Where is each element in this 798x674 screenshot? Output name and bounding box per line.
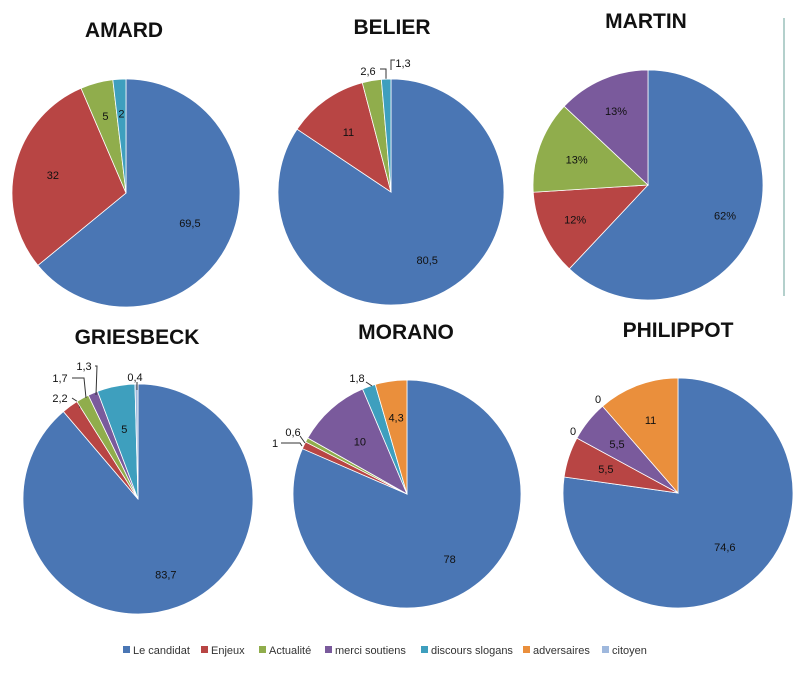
legend-item-adversaires: adversaires <box>523 645 590 657</box>
data-label: 1,7 <box>52 373 67 385</box>
data-label: 1,8 <box>349 373 364 385</box>
legend-swatch <box>523 646 530 653</box>
legend-item-enjeux: Enjeux <box>201 645 245 657</box>
legend-item-citoyen: citoyen <box>602 645 647 657</box>
pie-chart-morano: MORANO 78 1 0,6 10 1,8 4,3 <box>272 321 522 609</box>
legend-item-actualite: Actualité <box>259 645 311 657</box>
data-label: 13% <box>605 106 627 118</box>
pie-slice-adversaires <box>374 379 408 495</box>
pie-chart-amard: AMARD 69,5 32 5 2 <box>11 19 241 308</box>
data-label: 74,6 <box>714 542 735 554</box>
data-label: 62% <box>714 211 736 223</box>
data-label: 83,7 <box>155 570 176 582</box>
pie-slice-discours-slogans <box>112 78 127 194</box>
data-label: 0 <box>595 394 601 406</box>
data-label: 5,5 <box>598 464 613 476</box>
pie-chart-martin: MARTIN 62% 12% 13% 13% <box>532 10 764 301</box>
pie-slice-adversaires <box>601 377 679 495</box>
leader-line <box>390 59 395 70</box>
legend-item-discours-slogans: discours slogans <box>421 645 513 657</box>
legend-swatch <box>259 646 266 653</box>
pie-slice-le-candidat <box>37 78 241 308</box>
pie-slice-merci-soutiens <box>563 69 649 186</box>
chart-title: AMARD <box>85 19 163 42</box>
data-label: 4,3 <box>388 412 403 424</box>
leader-line <box>72 377 87 399</box>
data-label: 69,5 <box>179 218 200 230</box>
data-label: 5 <box>102 111 108 123</box>
legend-swatch <box>421 646 428 653</box>
leader-line <box>95 365 98 396</box>
leader-line <box>380 68 387 79</box>
data-label: 1,3 <box>76 361 91 373</box>
legend-label: merci soutiens <box>335 645 406 657</box>
chart-title: GRIESBECK <box>75 326 200 349</box>
data-label: 0,4 <box>127 372 142 384</box>
legend-label: citoyen <box>612 645 647 657</box>
data-label: 1,3 <box>395 58 410 70</box>
pie-slice-enjeux <box>11 87 127 266</box>
data-label: 2,2 <box>52 393 67 405</box>
data-label: 78 <box>443 554 455 566</box>
legend: Le candidat Enjeux Actualité merci soutiens… <box>123 645 647 657</box>
pie-slice-enjeux <box>296 82 392 193</box>
pie-slice-le-candidat <box>562 377 794 609</box>
legend-swatch <box>201 646 208 653</box>
chart-title: MARTIN <box>605 10 687 33</box>
legend-label: Enjeux <box>211 645 245 657</box>
pie-slice-merci-soutiens <box>307 388 408 495</box>
data-label: 32 <box>47 170 59 182</box>
legend-swatch <box>123 646 130 653</box>
chart-title: MORANO <box>358 321 454 344</box>
legend-swatch <box>602 646 609 653</box>
legend-item-le-candidat: Le candidat <box>123 645 190 657</box>
legend-item-merci-soutiens: merci soutiens <box>325 645 406 657</box>
leader-line <box>299 435 306 444</box>
pie-chart-griesbeck: GRIESBECK 83,7 2,2 1,7 1,3 5 0,4 <box>22 326 254 615</box>
data-label: 5 <box>121 424 127 436</box>
pie-slice-le-candidat <box>568 69 764 301</box>
data-label: 2 <box>118 108 124 120</box>
pie-slice-discours-slogans <box>380 78 392 193</box>
data-label: 0,6 <box>285 427 300 439</box>
legend-label: Actualité <box>269 645 311 657</box>
data-label: 5,5 <box>609 439 624 451</box>
pie-slice-enjeux <box>532 184 649 270</box>
leader-line <box>281 442 303 447</box>
data-label: 10 <box>354 436 366 448</box>
pie-chart-belier: BELIER 80,5 11 2,6 1,3 <box>277 16 505 306</box>
data-label: 2,6 <box>360 66 375 78</box>
leader-line <box>365 381 373 387</box>
chart-title: PHILIPPOT <box>623 319 734 342</box>
data-label: 1 <box>272 438 278 450</box>
data-label: 11 <box>343 127 354 139</box>
pie-slice-le-candidat <box>22 383 254 615</box>
data-label: 11 <box>645 415 656 427</box>
pie-chart-philippot: PHILIPPOT 74,6 5,5 0 5,5 0 11 <box>562 319 794 609</box>
data-label: 80,5 <box>416 255 437 267</box>
pie-slice-actualite <box>532 105 649 193</box>
legend-label: Le candidat <box>133 645 190 657</box>
legend-label: discours slogans <box>431 645 513 657</box>
data-label: 12% <box>564 214 586 226</box>
chart-title: BELIER <box>353 16 430 39</box>
pie-slice-citoyen <box>134 383 139 500</box>
legend-swatch <box>325 646 332 653</box>
data-label: 13% <box>566 154 588 166</box>
legend-label: adversaires <box>533 645 590 657</box>
data-label: 0 <box>570 426 576 438</box>
